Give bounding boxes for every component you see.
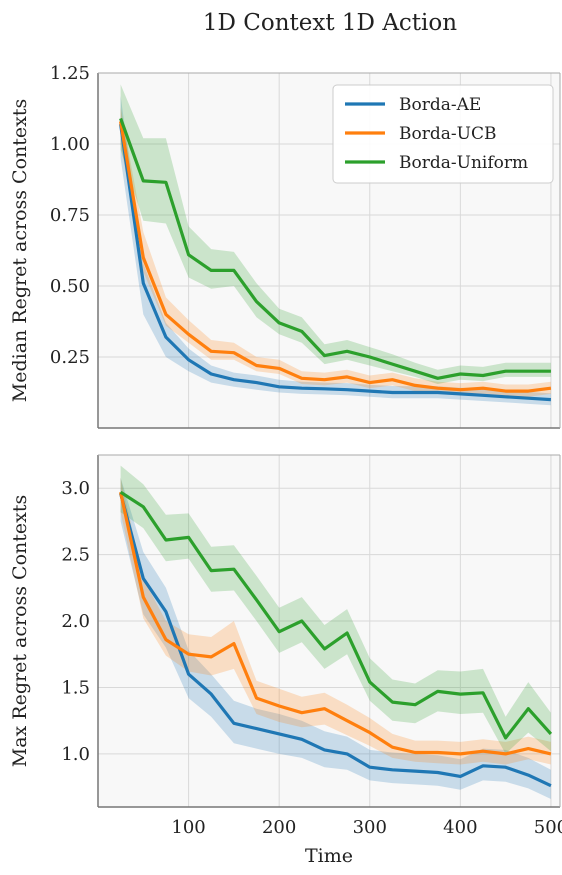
legend-entry-label: Borda-UCB <box>399 124 496 144</box>
y-tick-label: 0.75 <box>50 205 90 226</box>
y-axis-label: Max Regret across Contexts <box>9 495 31 767</box>
y-tick-label: 3.0 <box>61 478 90 499</box>
y-tick-label: 1.5 <box>61 677 90 698</box>
x-tick-label: 100 <box>171 817 205 838</box>
band-borda-ucb <box>120 477 551 765</box>
series-line-borda-ae <box>119 493 552 788</box>
series-line-borda-uniform <box>119 490 553 740</box>
y-axis-label: Median Regret across Contexts <box>9 99 31 402</box>
plot-panel-1: 0.25 0.50 0.75 1.00 1.25 Median Regret across… <box>9 63 561 429</box>
series-line-borda-uniform <box>119 117 551 380</box>
x-tick-label: 300 <box>353 817 387 838</box>
y-tick-label: 0.50 <box>50 276 90 297</box>
band-borda-ae <box>120 477 551 799</box>
y-tick-label: 1.0 <box>61 744 90 765</box>
y-tick-label: 1.25 <box>50 63 90 84</box>
x-tick-label: 400 <box>443 817 477 838</box>
y-tick-label: 1.00 <box>50 134 90 155</box>
x-tick-label: 200 <box>262 817 296 838</box>
series-line-borda-ucb <box>119 121 552 393</box>
legend-box <box>332 84 554 184</box>
legend-entry-label: Borda-Uniform <box>399 153 528 173</box>
y-tick-label: 2.0 <box>61 611 90 632</box>
y-tick-label: 0.25 <box>50 347 90 368</box>
figure-title: 1D Context 1D Action <box>203 10 457 36</box>
plot-background <box>98 455 560 807</box>
plot-panel-2: 1.0 1.5 2.0 2.5 3.0 100 200 300 400 500 Max Regret… <box>9 454 562 867</box>
band-borda-uniform <box>120 465 551 754</box>
series-line-borda-ae <box>119 123 551 402</box>
series-line-borda-ucb <box>119 491 552 756</box>
legend: Borda-AE Borda-UCB Borda-Uniform <box>332 84 554 184</box>
x-axis-label: Time <box>305 845 353 867</box>
x-tick-label: 500 <box>534 817 562 838</box>
legend-entry-label: Borda-AE <box>399 95 481 115</box>
y-tick-label: 2.5 <box>61 545 90 566</box>
